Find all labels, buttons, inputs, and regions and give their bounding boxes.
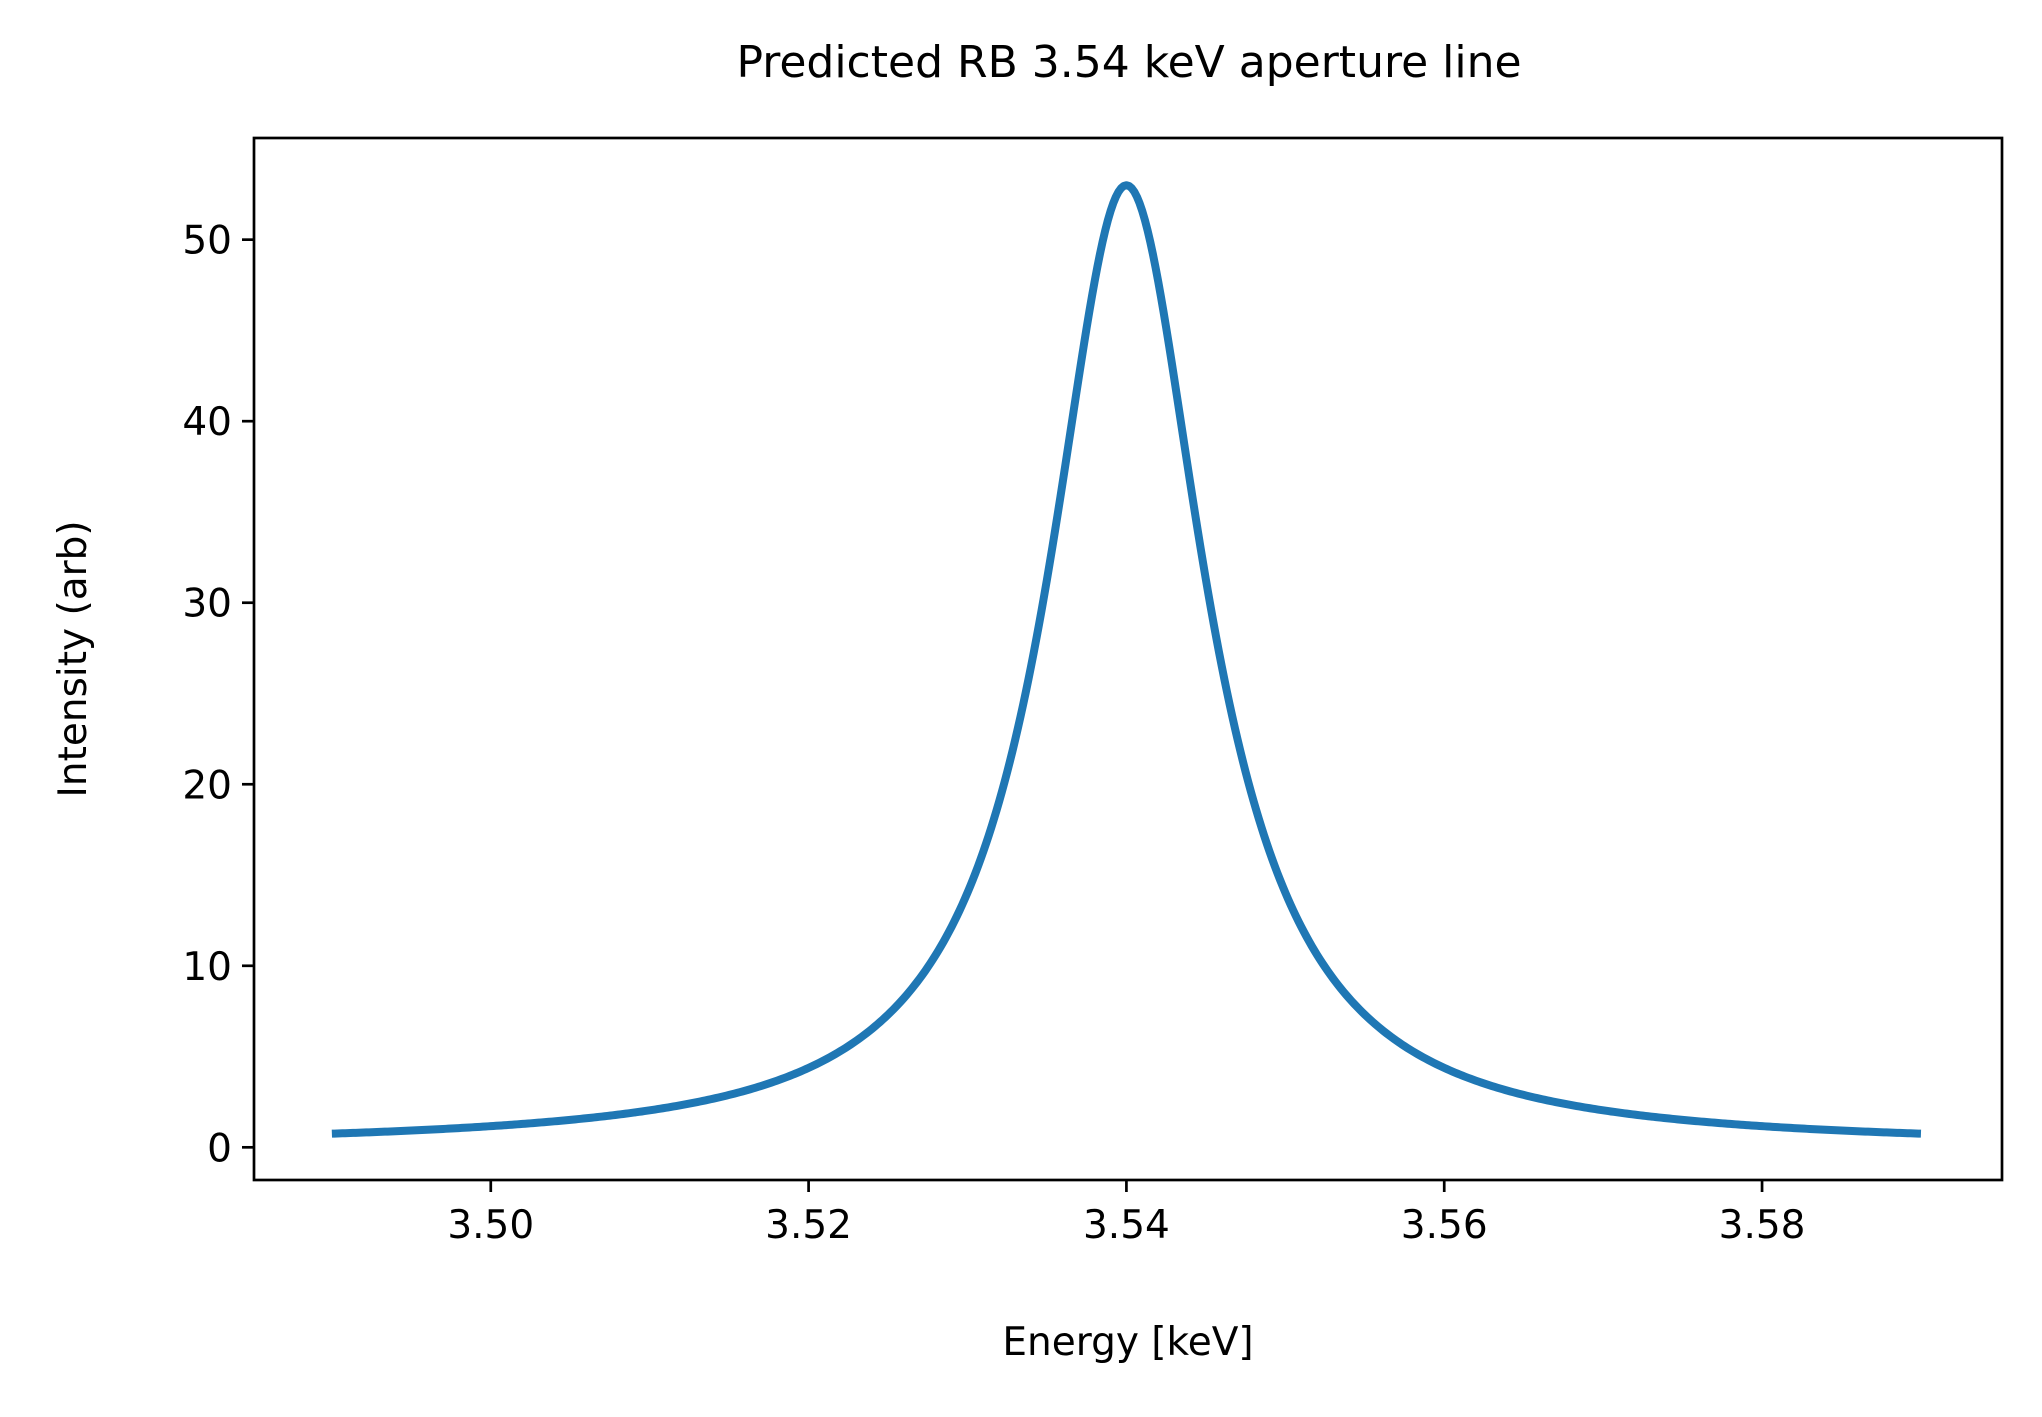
x-axis: 3.50 3.52 3.54 3.56 3.58 — [447, 1180, 1805, 1248]
y-axis-label: Intensity (arb) — [51, 520, 96, 797]
plot-area — [252, 136, 2004, 1182]
y-tick-label: 10 — [182, 945, 232, 990]
chart-title: Predicted RB 3.54 keV aperture line — [736, 37, 1521, 88]
y-tick-label: 20 — [182, 763, 232, 808]
x-tick-label: 3.58 — [1719, 1203, 1806, 1248]
x-tick-label: 3.52 — [765, 1203, 852, 1248]
x-tick-label: 3.56 — [1401, 1203, 1488, 1248]
series-line — [330, 181, 1923, 1138]
y-tick-label: 40 — [182, 400, 232, 445]
x-tick-label: 3.54 — [1083, 1203, 1170, 1248]
y-tick-label: 0 — [207, 1126, 232, 1171]
axes-frame — [252, 136, 2004, 1182]
x-tick-label: 3.50 — [447, 1203, 534, 1248]
y-tick-label: 50 — [182, 219, 232, 264]
y-axis: 0 10 20 30 40 50 — [182, 219, 254, 1171]
x-axis-label: Energy [keV] — [1002, 1320, 1253, 1365]
y-tick-label: 30 — [182, 582, 232, 627]
